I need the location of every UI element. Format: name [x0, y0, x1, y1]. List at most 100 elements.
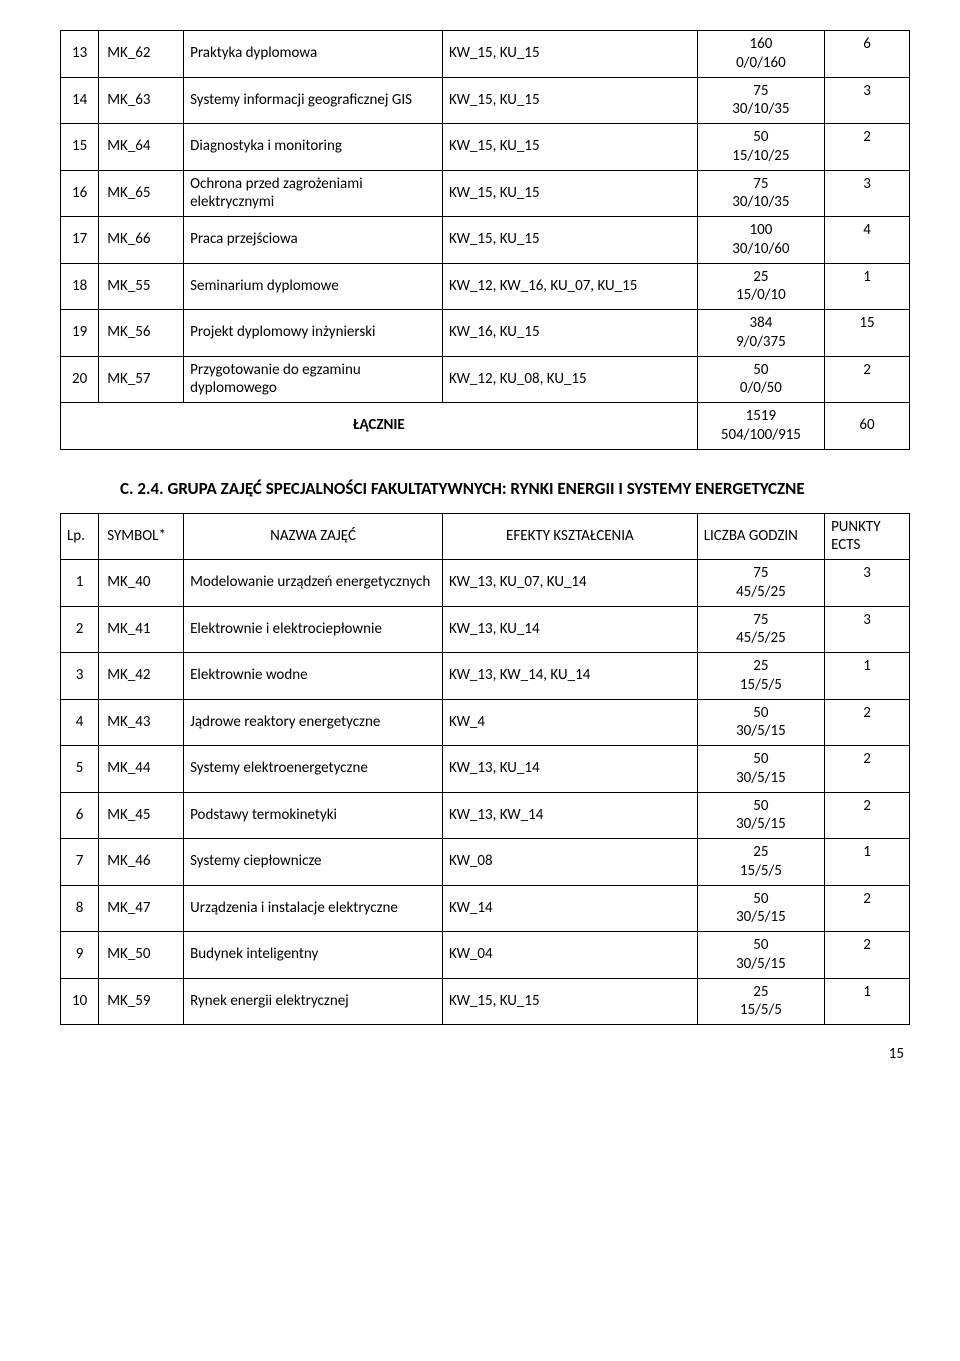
- cell-symbol: MK_44: [99, 746, 184, 793]
- cell-ects: 3: [825, 170, 910, 217]
- cell-effects: KW_13, KW_14: [443, 792, 698, 839]
- cell-name: Budynek inteligentny: [184, 932, 443, 979]
- cell-lp: 2: [61, 606, 99, 653]
- cell-symbol: MK_59: [99, 978, 184, 1025]
- table-row: 6MK_45Podstawy termokinetykiKW_13, KW_14…: [61, 792, 910, 839]
- cell-hours: 5030/5/15: [697, 699, 824, 746]
- cell-hours: 7530/10/35: [697, 77, 824, 124]
- cell-name: Praca przejściowa: [184, 217, 443, 264]
- cell-effects: KW_16, KU_15: [443, 310, 698, 357]
- summary-hours: 1519504/100/915: [697, 403, 824, 450]
- cell-hours: 10030/10/60: [697, 217, 824, 264]
- summary-row: ŁĄCZNIE1519504/100/91560: [61, 403, 910, 450]
- cell-lp: 7: [61, 839, 99, 886]
- cell-hours: 2515/0/10: [697, 263, 824, 310]
- table-row: 1MK_40Modelowanie urządzeń energetycznyc…: [61, 560, 910, 607]
- cell-effects: KW_12, KW_16, KU_07, KU_15: [443, 263, 698, 310]
- cell-effects: KW_4: [443, 699, 698, 746]
- table-row: 10MK_59Rynek energii elektrycznejKW_15, …: [61, 978, 910, 1025]
- cell-symbol: MK_45: [99, 792, 184, 839]
- header-lp: Lp.: [61, 513, 99, 560]
- cell-ects: 1: [825, 978, 910, 1025]
- cell-effects: KW_13, KU_07, KU_14: [443, 560, 698, 607]
- cell-effects: KW_13, KU_14: [443, 746, 698, 793]
- cell-symbol: MK_66: [99, 217, 184, 264]
- cell-symbol: MK_43: [99, 699, 184, 746]
- cell-effects: KW_15, KU_15: [443, 77, 698, 124]
- cell-ects: 1: [825, 839, 910, 886]
- cell-ects: 3: [825, 560, 910, 607]
- cell-lp: 17: [61, 217, 99, 264]
- cell-name: Elektrownie i elektrociepłownie: [184, 606, 443, 653]
- table-row: 2MK_41Elektrownie i elektrociepłownieKW_…: [61, 606, 910, 653]
- cell-symbol: MK_47: [99, 885, 184, 932]
- table-row: 13MK_62Praktyka dyplomowaKW_15, KU_15160…: [61, 31, 910, 78]
- cell-effects: KW_15, KU_15: [443, 217, 698, 264]
- cell-name: Ochrona przed zagrożeniami elektrycznymi: [184, 170, 443, 217]
- cell-symbol: MK_63: [99, 77, 184, 124]
- cell-hours: 5030/5/15: [697, 932, 824, 979]
- table-row: 9MK_50Budynek inteligentnyKW_045030/5/15…: [61, 932, 910, 979]
- cell-lp: 6: [61, 792, 99, 839]
- cell-hours: 5030/5/15: [697, 885, 824, 932]
- cell-ects: 2: [825, 932, 910, 979]
- table-row: 5MK_44Systemy elektroenergetyczneKW_13, …: [61, 746, 910, 793]
- cell-ects: 2: [825, 699, 910, 746]
- table-row: 3MK_42Elektrownie wodneKW_13, KW_14, KU_…: [61, 653, 910, 700]
- cell-symbol: MK_41: [99, 606, 184, 653]
- table-row: 17MK_66Praca przejściowaKW_15, KU_151003…: [61, 217, 910, 264]
- cell-hours: 7545/5/25: [697, 606, 824, 653]
- cell-hours: 5030/5/15: [697, 792, 824, 839]
- cell-name: Systemy informacji geograficznej GIS: [184, 77, 443, 124]
- cell-effects: KW_12, KU_08, KU_15: [443, 356, 698, 403]
- cell-hours: 7530/10/35: [697, 170, 824, 217]
- cell-ects: 2: [825, 885, 910, 932]
- cell-effects: KW_15, KU_15: [443, 170, 698, 217]
- cell-hours: 500/0/50: [697, 356, 824, 403]
- cell-hours: 2515/5/5: [697, 839, 824, 886]
- cell-hours: 7545/5/25: [697, 560, 824, 607]
- cell-lp: 20: [61, 356, 99, 403]
- cell-symbol: MK_57: [99, 356, 184, 403]
- page-number: 15: [60, 1045, 910, 1063]
- cell-name: Elektrownie wodne: [184, 653, 443, 700]
- cell-symbol: MK_56: [99, 310, 184, 357]
- courses-table-1: 13MK_62Praktyka dyplomowaKW_15, KU_15160…: [60, 30, 910, 450]
- cell-lp: 18: [61, 263, 99, 310]
- summary-ects: 60: [825, 403, 910, 450]
- cell-symbol: MK_64: [99, 124, 184, 171]
- cell-symbol: MK_55: [99, 263, 184, 310]
- cell-lp: 5: [61, 746, 99, 793]
- cell-symbol: MK_46: [99, 839, 184, 886]
- cell-name: Systemy elektroenergetyczne: [184, 746, 443, 793]
- table-row: 19MK_56Projekt dyplomowy inżynierskiKW_1…: [61, 310, 910, 357]
- cell-ects: 4: [825, 217, 910, 264]
- cell-effects: KW_15, KU_15: [443, 124, 698, 171]
- cell-ects: 2: [825, 356, 910, 403]
- cell-hours: 5030/5/15: [697, 746, 824, 793]
- cell-lp: 16: [61, 170, 99, 217]
- cell-effects: KW_08: [443, 839, 698, 886]
- cell-symbol: MK_42: [99, 653, 184, 700]
- cell-name: Rynek energii elektrycznej: [184, 978, 443, 1025]
- table-row: 8MK_47Urządzenia i instalacje elektryczn…: [61, 885, 910, 932]
- cell-ects: 6: [825, 31, 910, 78]
- cell-effects: KW_15, KU_15: [443, 31, 698, 78]
- header-ects: PUNKTY ECTS: [825, 513, 910, 560]
- cell-name: Praktyka dyplomowa: [184, 31, 443, 78]
- cell-lp: 3: [61, 653, 99, 700]
- table-row: 14MK_63Systemy informacji geograficznej …: [61, 77, 910, 124]
- courses-table-2: Lp.SYMBOL*NAZWA ZAJĘĆEFEKTY KSZTAŁCENIAL…: [60, 513, 910, 1026]
- table-row: 15MK_64Diagnostyka i monitoringKW_15, KU…: [61, 124, 910, 171]
- cell-lp: 4: [61, 699, 99, 746]
- cell-symbol: MK_65: [99, 170, 184, 217]
- cell-name: Urządzenia i instalacje elektryczne: [184, 885, 443, 932]
- cell-ects: 3: [825, 606, 910, 653]
- cell-lp: 9: [61, 932, 99, 979]
- cell-lp: 1: [61, 560, 99, 607]
- cell-name: Przygotowanie do egzaminu dyplomowego: [184, 356, 443, 403]
- cell-name: Podstawy termokinetyki: [184, 792, 443, 839]
- cell-ects: 1: [825, 263, 910, 310]
- cell-name: Seminarium dyplomowe: [184, 263, 443, 310]
- cell-effects: KW_15, KU_15: [443, 978, 698, 1025]
